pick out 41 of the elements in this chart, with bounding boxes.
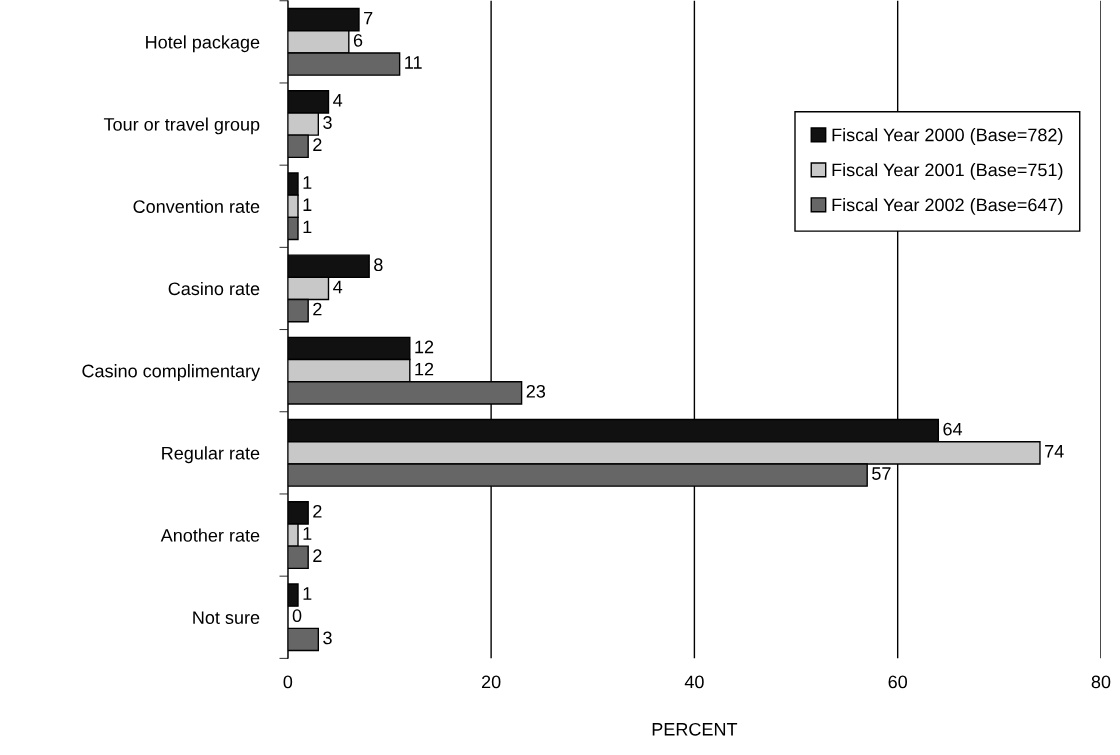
y-tick-label: Tour or travel group	[103, 117, 260, 135]
y-tick-label: Casino complimentary	[82, 364, 261, 381]
data-label: 2	[313, 302, 322, 316]
x-tick-label: 80	[1091, 675, 1111, 689]
x-tick-label: 20	[481, 675, 501, 689]
legend-label: Fiscal Year 2001 (Base=751)	[832, 163, 1063, 180]
data-label: 4	[333, 280, 343, 294]
data-label: 23	[526, 384, 546, 398]
y-tick-label: Convention rate	[133, 199, 260, 213]
data-label: 12	[415, 340, 434, 354]
data-label: 7	[364, 11, 373, 25]
data-label: 6	[353, 33, 363, 47]
x-axis-title: PERCENT	[652, 722, 738, 736]
data-label: 64	[943, 422, 963, 436]
data-label: 11	[405, 56, 422, 69]
legend-label: Fiscal Year 2000 (Base=782)	[832, 128, 1063, 145]
data-label: 1	[303, 220, 312, 234]
data-label: 1	[303, 527, 312, 540]
data-label: 0	[292, 609, 302, 623]
data-label: 4	[333, 94, 343, 107]
y-tick-label: Regular rate	[162, 446, 260, 464]
data-label: 2	[313, 504, 322, 518]
data-label: 3	[323, 116, 332, 129]
x-tick-label: 60	[888, 675, 908, 689]
x-tick-label: 0	[283, 675, 293, 689]
y-tick-label: Not sure	[193, 611, 260, 624]
data-label: 74	[1045, 445, 1064, 458]
x-tick-label: 40	[684, 675, 704, 689]
data-label: 1	[303, 587, 312, 600]
data-label: 1	[303, 176, 312, 189]
data-label: 3	[323, 631, 332, 645]
y-tick-label: Casino rate	[168, 281, 260, 296]
data-label: 1	[303, 198, 312, 211]
y-tick-label: Hotel package	[146, 35, 260, 53]
legend-label: Fiscal Year 2002 (Base=647)	[832, 198, 1063, 215]
data-label: 8	[374, 258, 383, 272]
y-tick-label: Another rate	[160, 528, 260, 542]
data-label: 12	[415, 362, 434, 376]
data-label: 2	[313, 549, 322, 562]
data-label: 2	[313, 138, 322, 151]
data-label: 57	[872, 467, 891, 480]
